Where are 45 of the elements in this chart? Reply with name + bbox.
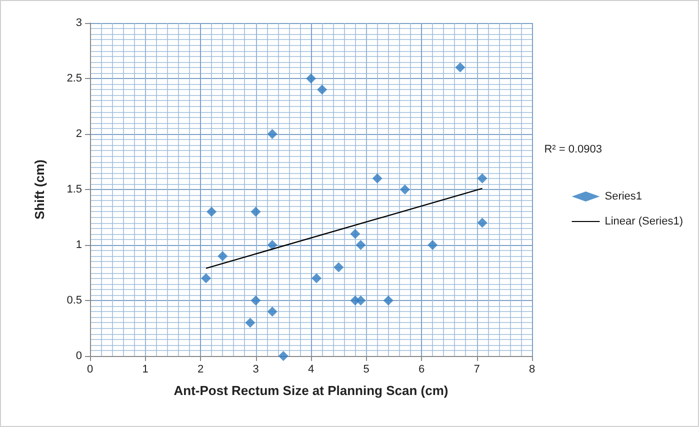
point (201, 273, 212, 284)
point (477, 173, 488, 184)
point (356, 240, 366, 250)
y-tick-label: 1 (76, 239, 82, 251)
y-axis-title: Shift (cm) (32, 160, 47, 220)
point (383, 296, 394, 306)
point (400, 184, 410, 194)
x-tick-label: 1 (142, 364, 148, 376)
point (334, 262, 344, 272)
point (312, 273, 322, 284)
point (245, 318, 256, 328)
point (317, 84, 328, 95)
point (218, 251, 228, 262)
point (372, 173, 382, 184)
x-tick-label: 6 (418, 364, 425, 376)
point (267, 306, 278, 317)
x-tick-label: 7 (474, 364, 480, 376)
point (350, 228, 360, 239)
point (250, 206, 261, 217)
point (206, 206, 217, 217)
y-tick-label: 3 (76, 17, 82, 29)
legend-label: Linear (Series1) (604, 216, 684, 228)
point (278, 351, 288, 361)
y-tick-label: 2 (76, 128, 82, 140)
x-axis-title: Ant-Post Rectum Size at Planning Scan (cm) (174, 383, 448, 398)
x-tick-label: 0 (86, 364, 94, 376)
x-tick-label: 2 (197, 364, 204, 376)
point (428, 240, 438, 250)
point (455, 62, 466, 72)
text: R² = 0.0903 (544, 144, 602, 156)
x-tick-label: 8 (528, 364, 536, 376)
y-tick-label: 1.5 (66, 184, 82, 196)
y-tick-label: 2.5 (66, 72, 82, 84)
legend-label: Series1 (604, 190, 642, 202)
y-tick-label: 0.5 (66, 294, 82, 306)
x-tick-label: 5 (363, 364, 370, 376)
point (306, 74, 316, 84)
x-tick-label: 4 (308, 364, 314, 376)
point (267, 240, 278, 250)
point (267, 129, 278, 139)
x-tick-label: 3 (252, 364, 259, 376)
y-tick-label: 0 (76, 350, 82, 362)
point (250, 296, 261, 306)
point (356, 296, 366, 306)
point (477, 218, 488, 228)
